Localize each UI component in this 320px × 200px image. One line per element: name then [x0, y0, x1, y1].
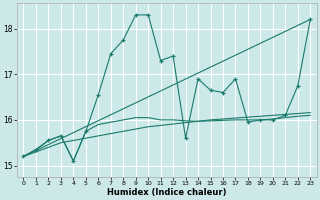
- X-axis label: Humidex (Indice chaleur): Humidex (Indice chaleur): [107, 188, 227, 197]
